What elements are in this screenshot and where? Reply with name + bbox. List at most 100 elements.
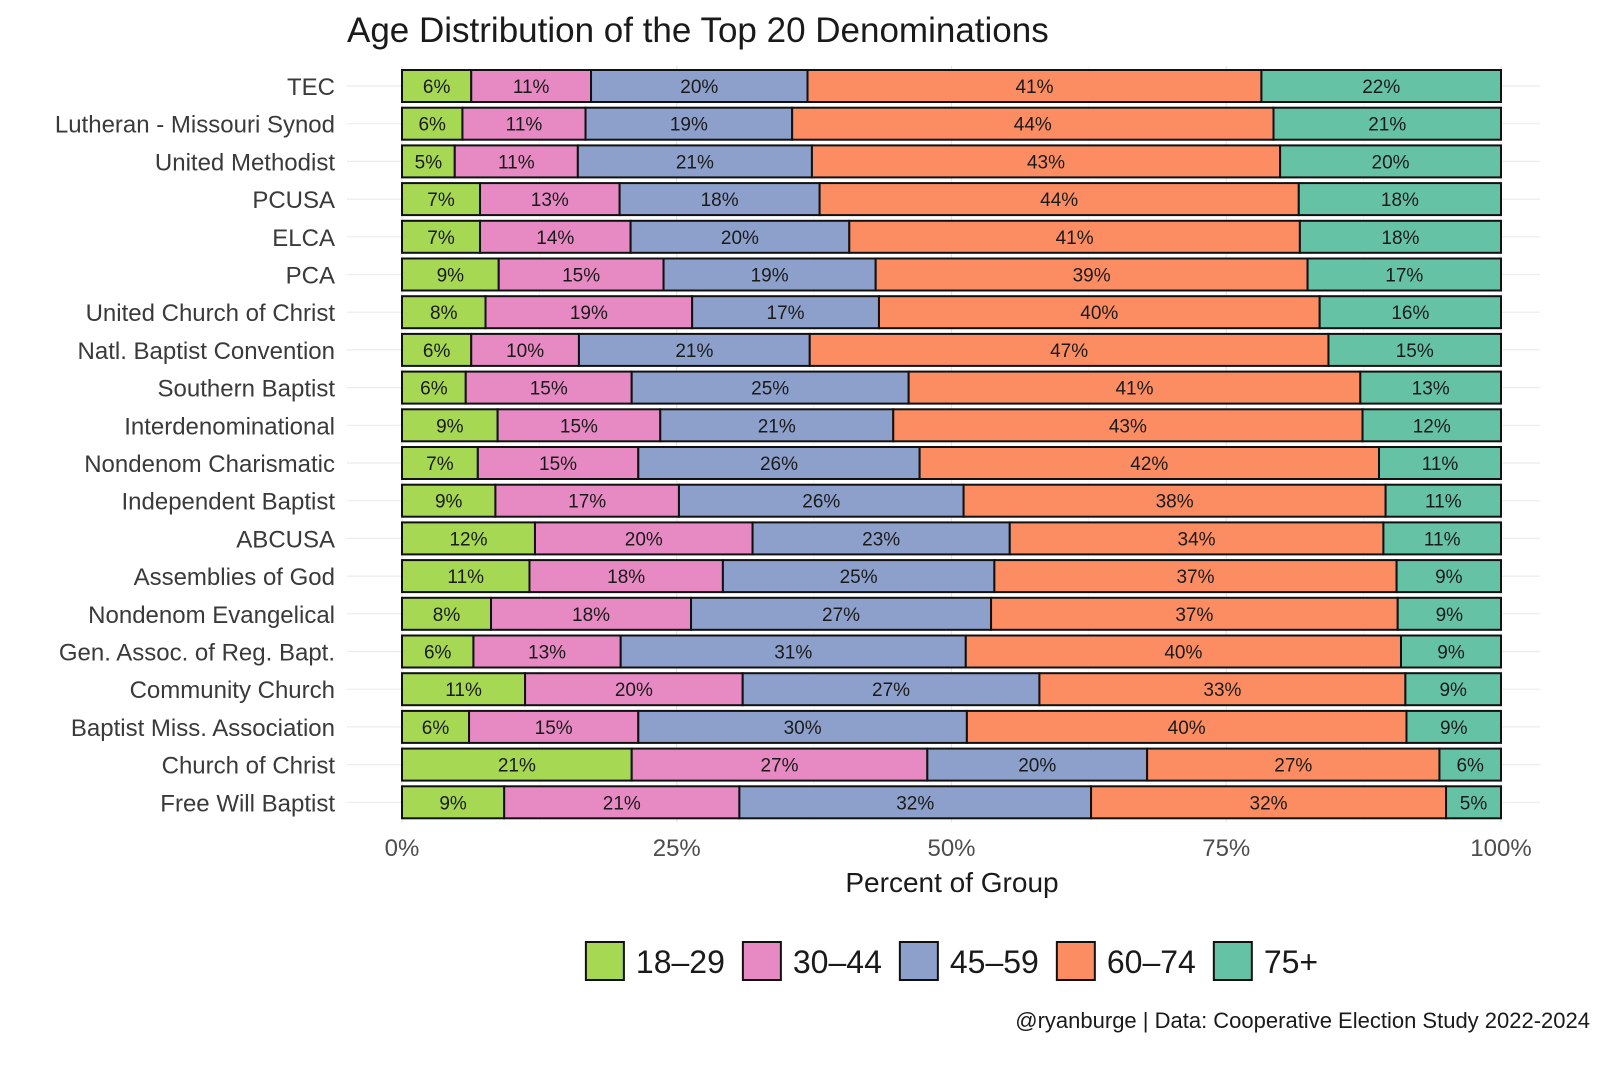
data-label: 9% (1435, 567, 1463, 588)
bar-segment (401, 295, 487, 330)
data-label: 13% (528, 643, 566, 664)
data-label: 9% (435, 492, 463, 513)
data-label: 15% (535, 718, 573, 739)
category-label: Gen. Assoc. of Reg. Bapt. (59, 640, 335, 667)
bar-segment (476, 446, 640, 480)
bar-segment (401, 521, 536, 556)
data-label: 21% (676, 152, 714, 173)
category-label: Natl. Baptist Convention (78, 338, 335, 365)
bar-segment (1090, 785, 1448, 820)
bar-segment (453, 144, 579, 179)
bar-segment (401, 634, 475, 669)
category-label: ELCA (272, 225, 335, 252)
bar-segment (401, 672, 527, 707)
data-label: 10% (506, 341, 544, 362)
data-label: 37% (1175, 605, 1213, 626)
bar-segment (630, 747, 929, 782)
category-label: Lutheran - Missouri Synod (55, 112, 335, 139)
data-label: 17% (767, 303, 805, 324)
bar-segment (1297, 182, 1503, 217)
data-label: 7% (426, 454, 454, 475)
data-label: 30% (784, 718, 822, 739)
bar-segment (1359, 370, 1502, 405)
x-axis-title: Percent of Group (845, 867, 1058, 898)
category-label: Southern Baptist (158, 376, 336, 403)
bar-segment (401, 144, 456, 179)
data-label: 43% (1109, 416, 1147, 437)
bar-segment (1306, 257, 1503, 292)
data-label: 11% (513, 77, 550, 98)
data-label: 40% (1080, 303, 1118, 324)
bar-segment (1384, 483, 1502, 518)
data-label: 13% (1412, 379, 1450, 400)
data-label: 42% (1130, 454, 1168, 475)
data-label: 37% (1176, 567, 1214, 588)
x-axis-ticks: 0% 25% 50% 75% 100% (385, 835, 1532, 862)
data-label: 26% (760, 454, 798, 475)
data-label: 21% (1368, 115, 1406, 136)
bar-segment (738, 785, 1093, 820)
data-label: 9% (436, 416, 464, 437)
data-label: 39% (1073, 266, 1111, 287)
data-label: 44% (1014, 115, 1052, 136)
bar-segment (464, 370, 633, 405)
bar-segment (659, 408, 895, 443)
bar-segment (1396, 596, 1502, 631)
bar-segment (1279, 144, 1502, 179)
category-label: Baptist Miss. Association (71, 715, 335, 742)
bar-segment (630, 370, 910, 405)
bar-segment (741, 672, 1041, 707)
bar-segment (808, 332, 1330, 367)
data-label: 18% (572, 605, 610, 626)
bar-segment (662, 257, 877, 292)
category-label: Independent Baptist (121, 489, 335, 516)
legend-label: 75+ (1264, 944, 1318, 980)
bar-segment (533, 521, 754, 556)
bar-segment (637, 709, 968, 744)
x-tick-label: 100% (1470, 835, 1531, 862)
x-tick-label: 25% (653, 835, 701, 862)
data-label: 40% (1168, 718, 1206, 739)
data-label: 44% (1040, 190, 1078, 211)
data-label: 20% (680, 77, 718, 98)
bar-segment (1378, 446, 1502, 480)
data-label: 11% (445, 680, 482, 701)
category-label: United Methodist (155, 149, 335, 176)
data-label: 19% (751, 266, 789, 287)
bar-segment (524, 672, 744, 707)
data-label: 14% (536, 228, 574, 249)
data-label: 27% (1274, 756, 1312, 777)
bar-segment (1399, 634, 1502, 669)
data-label: 12% (449, 529, 487, 550)
data-label: 16% (1391, 303, 1429, 324)
data-label: 11% (1425, 492, 1462, 513)
bar-segment (962, 483, 1387, 518)
bar-segment (810, 144, 1282, 179)
data-label: 6% (424, 643, 452, 664)
bar-segment (1395, 559, 1502, 594)
legend-label: 45‒59 (950, 944, 1039, 980)
bar-segment (470, 332, 580, 367)
data-label: 6% (420, 379, 448, 400)
chart-caption: @ryanburge | Data: Cooperative Election … (1015, 1008, 1590, 1033)
bar-segment (993, 559, 1398, 594)
data-label: 17% (568, 492, 606, 513)
data-label: 27% (822, 605, 860, 626)
category-label: PCA (286, 263, 335, 290)
category-label: PCUSA (252, 187, 335, 214)
data-label: 9% (437, 266, 465, 287)
data-label: 11% (1424, 529, 1461, 550)
category-label: United Church of Christ (86, 300, 336, 327)
data-label: 18% (1381, 228, 1419, 249)
data-label: 9% (1440, 718, 1468, 739)
data-label: 8% (430, 303, 458, 324)
data-label: 33% (1203, 680, 1241, 701)
category-label: TEC (287, 74, 335, 101)
bar-segment (1272, 106, 1502, 141)
bar-segment (497, 257, 665, 292)
bar-segment (1382, 521, 1502, 556)
data-label: 47% (1050, 341, 1088, 362)
bar-segment (1438, 747, 1503, 782)
bar-segment (791, 106, 1275, 141)
